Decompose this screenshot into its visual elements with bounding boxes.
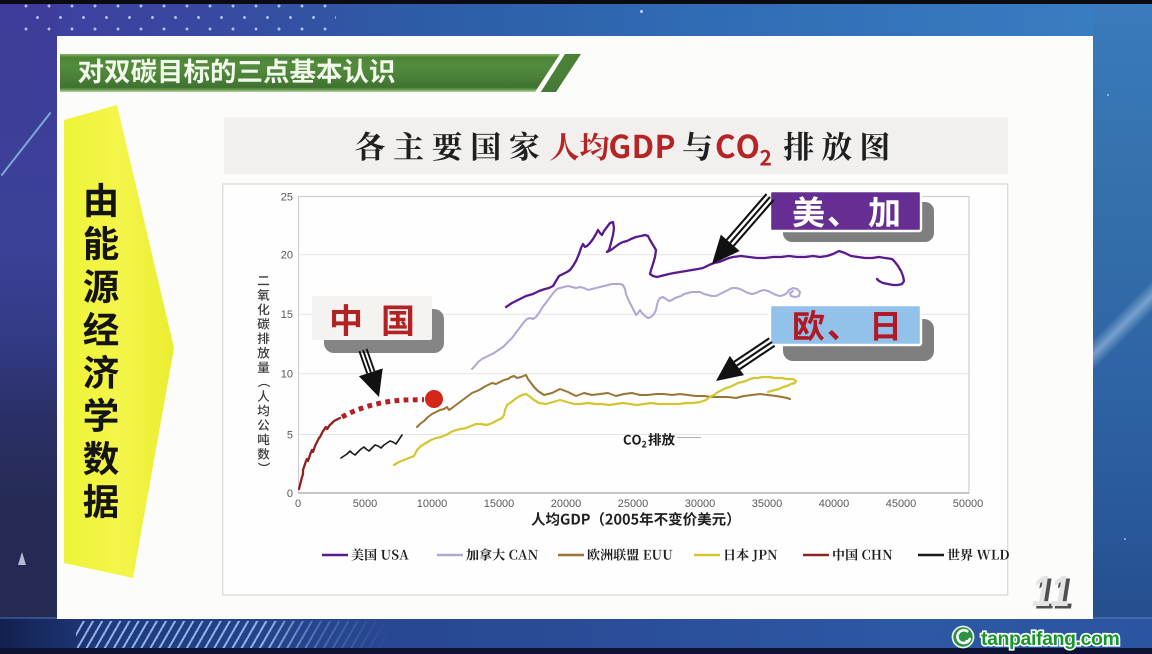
svg-text:15: 15 bbox=[281, 309, 293, 321]
svg-text:15000: 15000 bbox=[484, 498, 515, 510]
svg-text:10: 10 bbox=[281, 369, 293, 381]
svg-text:11: 11 bbox=[1032, 567, 1072, 616]
svg-text:11: 11 bbox=[1036, 570, 1076, 619]
svg-text:10000: 10000 bbox=[417, 498, 448, 510]
svg-text:20000: 20000 bbox=[551, 498, 582, 510]
svg-text:20: 20 bbox=[281, 250, 293, 262]
svg-text:45000: 45000 bbox=[886, 498, 917, 510]
svg-text:5000: 5000 bbox=[353, 498, 377, 510]
svg-text:0: 0 bbox=[295, 498, 301, 510]
svg-text:25: 25 bbox=[281, 191, 293, 203]
svg-text:0: 0 bbox=[287, 488, 293, 500]
svg-text:40000: 40000 bbox=[819, 498, 850, 510]
svg-text:25000: 25000 bbox=[618, 498, 649, 510]
svg-text:5: 5 bbox=[287, 429, 293, 441]
svg-text:30000: 30000 bbox=[685, 498, 716, 510]
svg-text:50000: 50000 bbox=[953, 498, 984, 510]
svg-text:tanpaifang.com: tanpaifang.com bbox=[981, 628, 1120, 650]
svg-text:35000: 35000 bbox=[752, 498, 783, 510]
